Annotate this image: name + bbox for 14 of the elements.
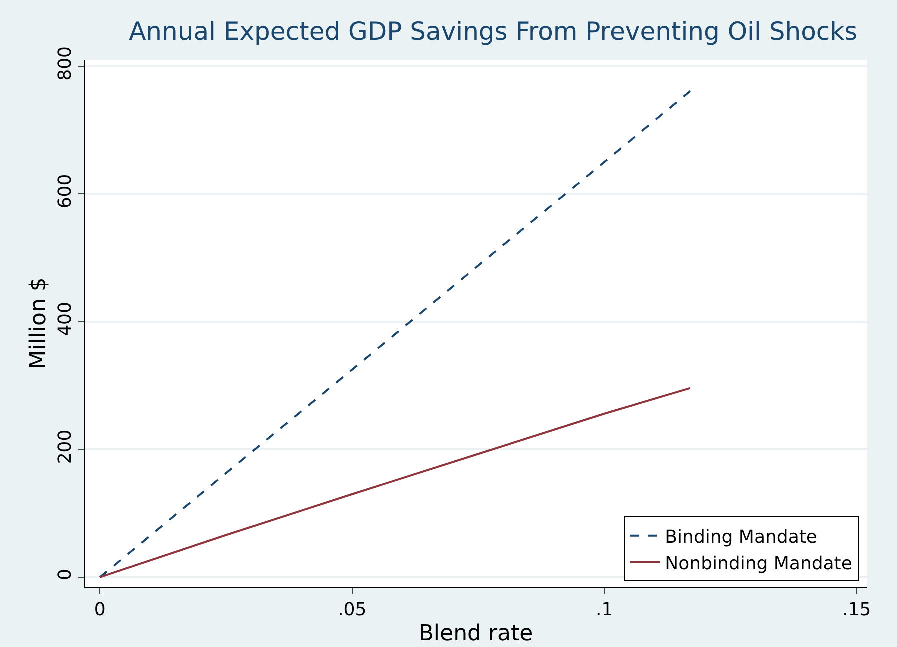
chart-title: Annual Expected GDP Savings From Preventing Oil Shocks bbox=[129, 17, 858, 46]
y-tick-label: 400 bbox=[54, 302, 76, 336]
x-tick-label: .15 bbox=[842, 600, 872, 621]
y-tick-label: 600 bbox=[54, 174, 76, 209]
y-axis-title: Million $ bbox=[26, 278, 52, 370]
y-tick-label: 0 bbox=[54, 568, 76, 580]
x-tick-label: 0 bbox=[94, 600, 106, 621]
x-axis-title: Blend rate bbox=[418, 622, 534, 646]
y-tick-label: 800 bbox=[54, 46, 76, 81]
x-tick-label: .05 bbox=[338, 600, 367, 621]
legend-label: Binding Mandate bbox=[665, 526, 818, 548]
x-tick-label: .1 bbox=[596, 600, 614, 621]
legend-label: Nonbinding Mandate bbox=[665, 553, 852, 574]
y-tick-label: 200 bbox=[54, 430, 76, 464]
